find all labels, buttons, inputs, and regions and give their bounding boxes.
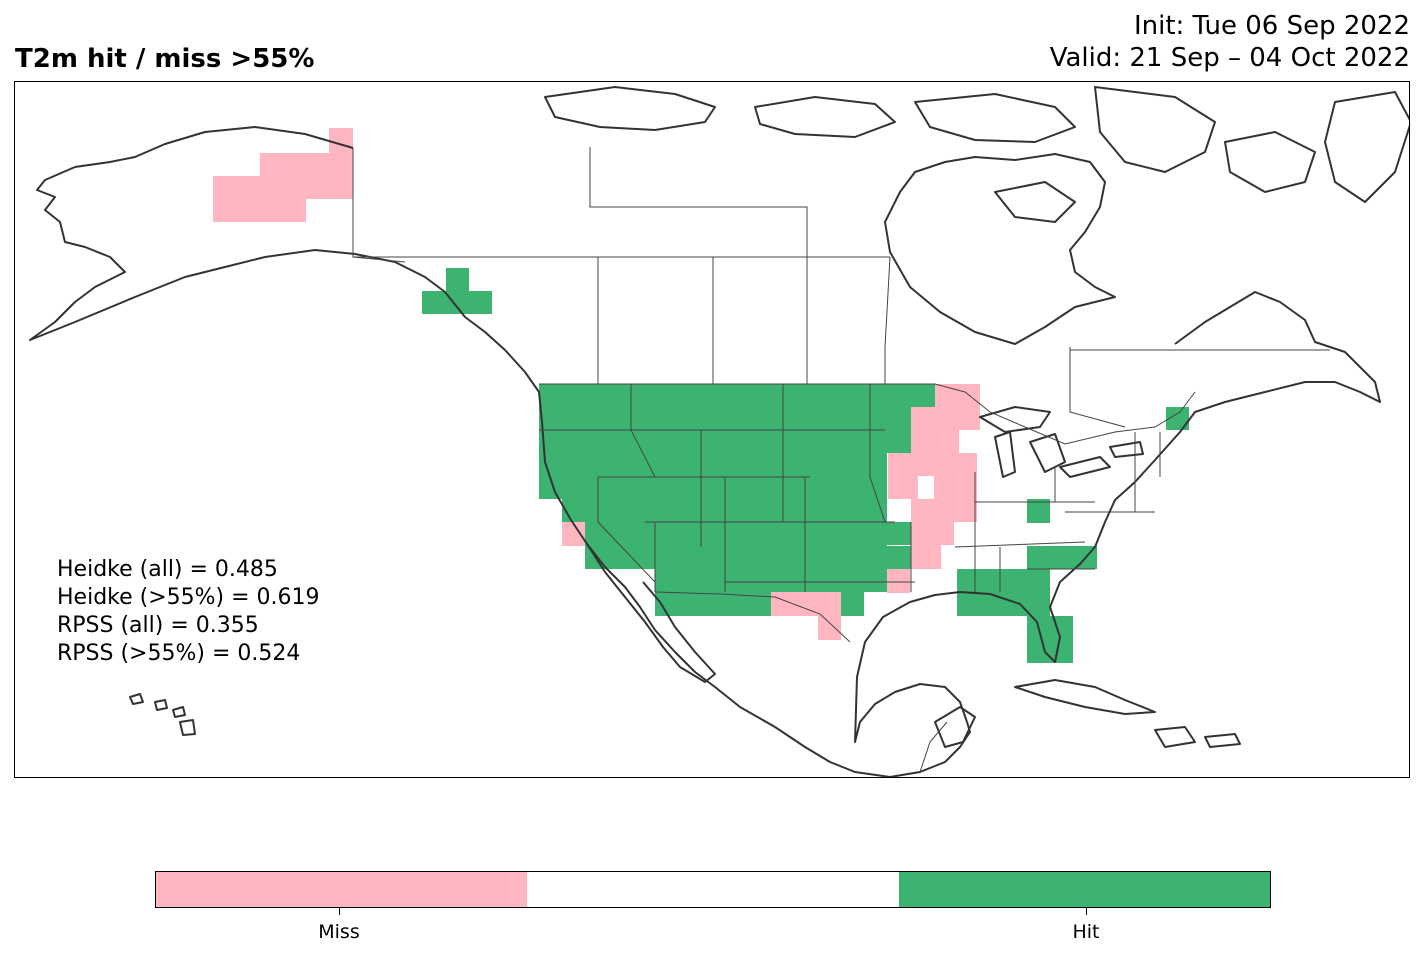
- colorbar-miss-segment: [156, 872, 528, 907]
- miss-tick: [339, 908, 340, 915]
- political-borders: [352, 147, 1330, 773]
- colorbar-hit-segment: [898, 872, 1270, 907]
- date-info: Init: Tue 06 Sep 2022 Valid: 21 Sep – 04…: [1050, 10, 1410, 74]
- hit-tick: [1086, 908, 1087, 915]
- heidke-all: Heidke (all) = 0.485: [57, 557, 278, 582]
- hit-label: Hit: [1072, 921, 1100, 943]
- map-title: T2m hit / miss >55%: [15, 44, 315, 74]
- rpss-55: RPSS (>55%) = 0.524: [57, 641, 301, 666]
- miss-label: Miss: [318, 921, 360, 943]
- init-date: Init: Tue 06 Sep 2022: [1133, 11, 1410, 41]
- colorbar-neutral-segment: [527, 872, 899, 907]
- colorbar: [155, 871, 1271, 908]
- skill-scores: Heidke (all) = 0.485 Heidke (>55%) = 0.6…: [57, 556, 320, 668]
- rpss-all: RPSS (all) = 0.355: [57, 613, 259, 638]
- map-panel[interactable]: [14, 81, 1410, 778]
- miss-cells: [213, 128, 980, 640]
- valid-period: Valid: 21 Sep – 04 Oct 2022: [1049, 43, 1410, 73]
- heidke-55: Heidke (>55%) = 0.619: [57, 585, 320, 610]
- map-canvas: [29, 86, 1409, 777]
